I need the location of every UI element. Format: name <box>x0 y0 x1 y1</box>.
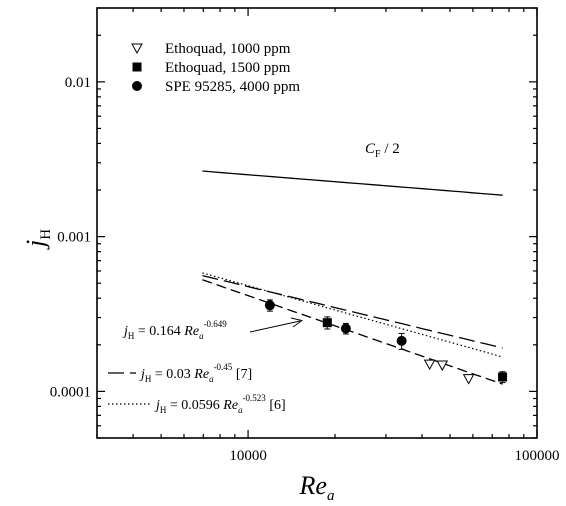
legend-marker <box>131 43 143 55</box>
y-axis-label: jH <box>21 229 54 250</box>
data-point <box>396 335 407 346</box>
data-point <box>423 359 436 371</box>
x-tick-label: 10000 <box>229 448 267 464</box>
fit-arrow-shaft <box>249 320 301 333</box>
curve-ref7 <box>202 274 503 349</box>
ref7-label: jH = 0.03 Rea-0.45 [7] <box>139 362 252 384</box>
curve-cf <box>202 170 503 196</box>
y-tick-label: 0.0001 <box>50 384 91 400</box>
fit-arrow <box>249 317 304 333</box>
curve-fit <box>202 279 503 385</box>
data-point <box>322 318 332 328</box>
fit-arrow-head <box>290 317 304 328</box>
plot-content <box>202 170 508 385</box>
legend: Ethoquad, 1000 ppm Ethoquad, 1500 ppm SPE … <box>131 41 300 95</box>
legend-marker <box>132 81 142 91</box>
legend-label: Ethoquad, 1500 ppm <box>165 60 291 76</box>
y-tick-label: 0.01 <box>65 75 91 91</box>
curve-ref6 <box>202 272 503 358</box>
y-tick-label: 0.001 <box>57 230 91 246</box>
data-point <box>462 374 475 385</box>
data-point <box>340 323 351 334</box>
axes: 10000 100000 0.0001 0.001 0.01 <box>50 7 560 464</box>
fit-label: jH = 0.164 Rea-0.649 <box>122 319 227 341</box>
x-axis-label: Rea <box>299 471 335 504</box>
legend-label: Ethoquad, 1000 ppm <box>165 41 291 57</box>
data-point <box>264 300 275 311</box>
data-point <box>498 372 508 382</box>
plot-frame <box>96 7 538 439</box>
ref7-annotation: jH = 0.03 Rea-0.45 [7] <box>108 362 252 384</box>
x-tick-label: 100000 <box>515 448 560 464</box>
data-point <box>436 360 449 372</box>
ref6-annotation: jH = 0.0596 Rea-0.523 [6] <box>108 393 286 415</box>
cf-label: CF / 2 <box>365 141 400 160</box>
annotations: CF / 2 jH = 0.164 Rea-0.649 jH = 0.03 Re… <box>108 141 400 415</box>
legend-label: SPE 95285, 4000 ppm <box>165 79 300 95</box>
legend-marker <box>132 62 142 72</box>
ref6-label: jH = 0.0596 Rea-0.523 [6] <box>154 393 286 415</box>
